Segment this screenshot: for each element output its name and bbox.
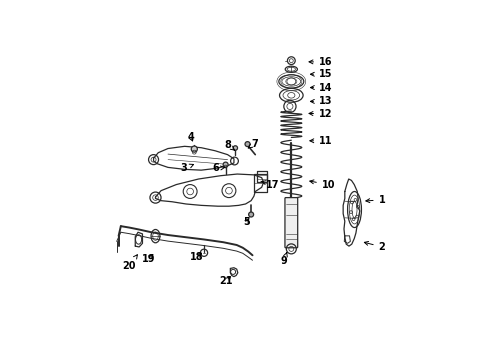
Text: 10: 10 (310, 180, 335, 190)
Text: 13: 13 (311, 96, 333, 107)
Text: 17: 17 (261, 180, 280, 190)
Text: 2: 2 (365, 242, 386, 252)
Text: 8: 8 (225, 140, 235, 150)
Text: 15: 15 (311, 69, 333, 79)
Text: 1: 1 (366, 195, 386, 205)
Text: 7: 7 (248, 139, 258, 149)
Text: 18: 18 (191, 252, 204, 262)
FancyBboxPatch shape (285, 198, 298, 248)
Text: 3: 3 (181, 163, 194, 174)
Circle shape (223, 162, 228, 167)
Text: 11: 11 (310, 136, 333, 146)
Text: 9: 9 (280, 253, 287, 266)
Circle shape (233, 146, 238, 150)
Text: 16: 16 (309, 57, 333, 67)
Circle shape (248, 212, 254, 217)
Circle shape (245, 141, 250, 147)
Text: 6: 6 (213, 163, 225, 174)
Text: 20: 20 (122, 255, 137, 270)
Text: 12: 12 (309, 109, 333, 119)
Text: 19: 19 (142, 254, 155, 264)
Text: 4: 4 (188, 132, 195, 143)
Text: 5: 5 (243, 217, 250, 227)
Text: 21: 21 (220, 276, 233, 286)
Text: 14: 14 (311, 82, 333, 93)
Circle shape (191, 146, 197, 152)
